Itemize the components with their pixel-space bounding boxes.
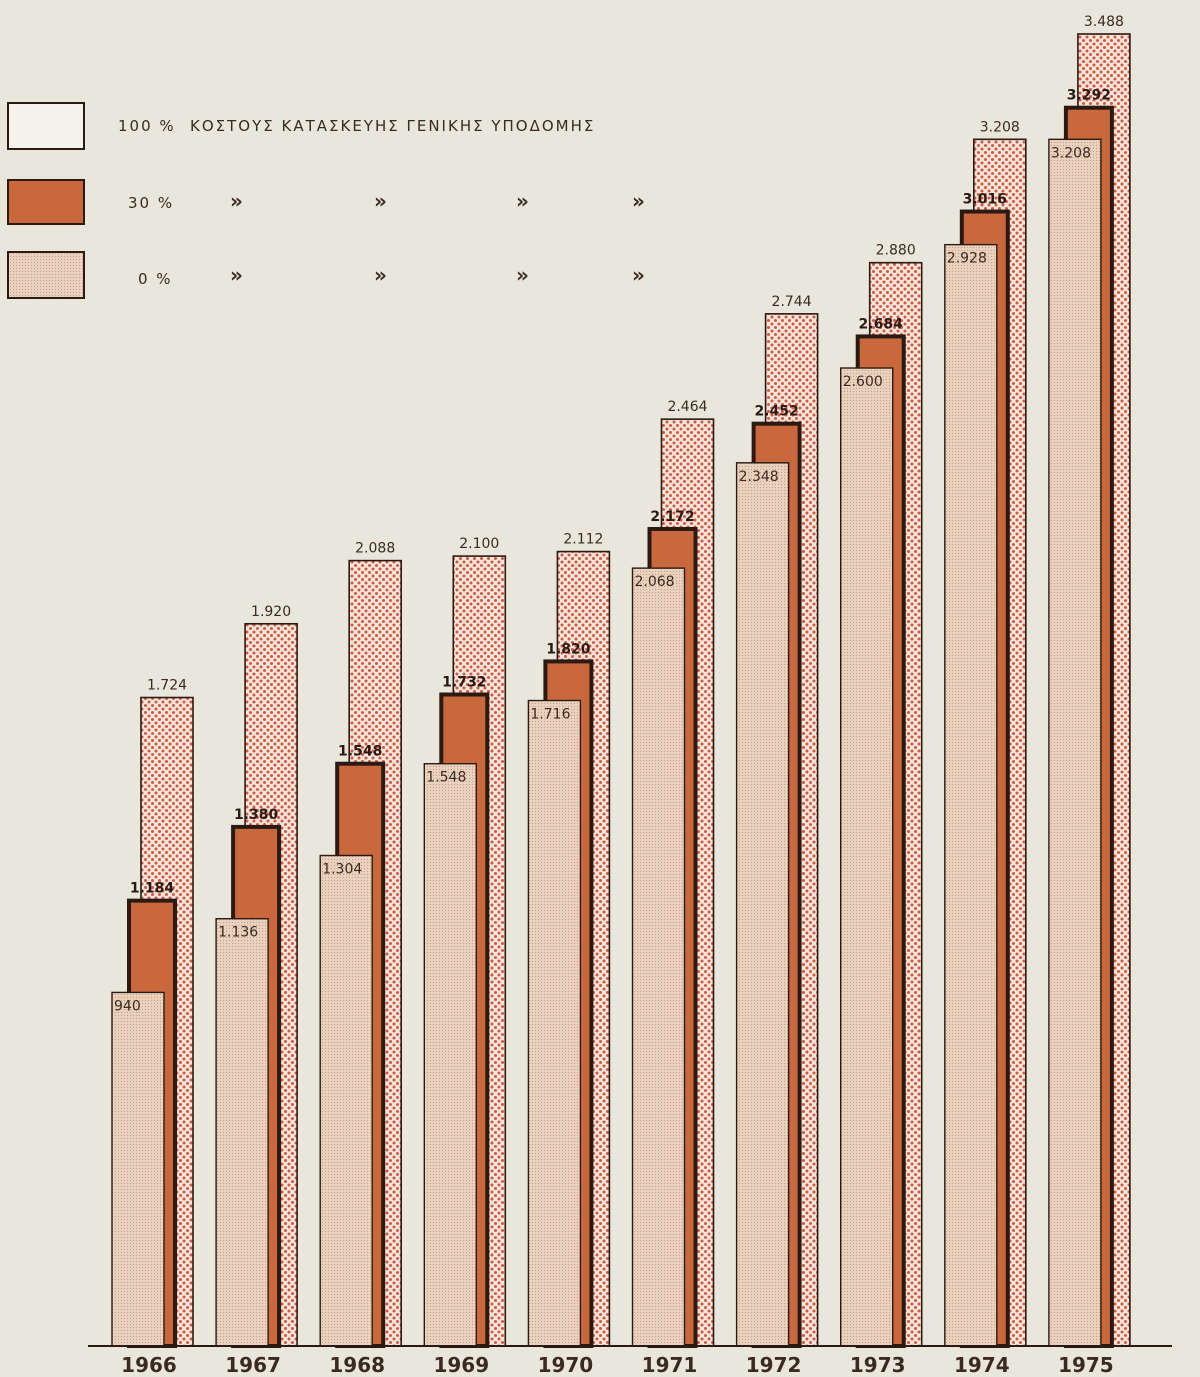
value-label-0pct: 3.488 (1084, 14, 1124, 30)
value-label-0pct: 2.112 (563, 532, 603, 548)
legend-swatch-0 (7, 251, 85, 299)
ditto-mark: » (516, 263, 529, 287)
ditto-mark: » (230, 189, 243, 213)
value-label-0pct: 2.880 (876, 243, 916, 259)
value-label-100pct: 940 (114, 998, 141, 1014)
bar-group-1967 (215, 622, 298, 1348)
legend-swatch-100 (7, 102, 85, 150)
bar-100pct-1970 (527, 699, 582, 1347)
x-tick-label: 1968 (329, 1353, 385, 1377)
legend-percent-30: 30 % (128, 194, 174, 212)
bar-100pct-1968 (319, 854, 373, 1347)
bar-group-1966 (111, 696, 194, 1348)
x-tick-label: 1970 (538, 1353, 594, 1377)
value-label-30pct: 1.380 (234, 807, 279, 823)
value-label-100pct: 3.208 (1051, 145, 1091, 161)
legend: 100 % ΚΟΣΤΟΥΣ ΚΑΤΑΣΚΕΥΗΣ ΓΕΝΙΚΗΣ ΥΠΟΔΟΜΗ… (7, 102, 645, 299)
ditto-mark: » (632, 189, 645, 213)
legend-item-30: 30 % » » » » (7, 179, 645, 225)
value-label-100pct: 1.548 (426, 770, 466, 786)
bar-100pct-1974 (944, 243, 998, 1347)
bar-100pct-1969 (423, 763, 477, 1347)
x-tick-label: 1969 (433, 1353, 489, 1377)
value-label-100pct: 1.716 (530, 707, 570, 723)
x-tick-label: 1971 (642, 1353, 698, 1377)
value-label-0pct: 1.920 (251, 604, 291, 620)
legend-swatch-30 (7, 179, 85, 225)
value-label-30pct: 2.684 (859, 316, 904, 332)
bar-group-1973 (840, 261, 923, 1349)
ditto-mark: » (516, 189, 529, 213)
bar-100pct-1973 (840, 367, 894, 1347)
bar-100pct-1975 (1048, 138, 1102, 1347)
value-label-100pct: 2.348 (739, 469, 779, 485)
bar-100pct-1971 (631, 567, 686, 1347)
x-tick-label: 1975 (1058, 1353, 1114, 1377)
value-label-0pct: 3.208 (980, 119, 1020, 135)
bar-100pct-1967 (215, 917, 269, 1347)
bar-group-1972 (735, 313, 819, 1349)
value-label-100pct: 2.068 (635, 574, 675, 590)
bars (111, 33, 1131, 1349)
x-tick-label: 1966 (121, 1353, 177, 1377)
bar-100pct-1972 (735, 462, 790, 1347)
value-label-0pct: 1.724 (147, 678, 187, 694)
value-label-30pct: 1.184 (130, 881, 175, 897)
bar-group-1974 (944, 138, 1027, 1349)
bar-group-1970 (527, 550, 611, 1348)
legend-percent-100: 100 % (118, 117, 176, 135)
legend-item-100: 100 % ΚΟΣΤΟΥΣ ΚΑΤΑΣΚΕΥΗΣ ΓΕΝΙΚΗΣ ΥΠΟΔΟΜΗ… (7, 102, 595, 150)
value-label-0pct: 2.100 (459, 536, 499, 552)
value-label-30pct: 3.016 (963, 192, 1007, 208)
ditto-mark: » (632, 263, 645, 287)
value-label-0pct: 2.464 (667, 399, 707, 415)
value-label-30pct: 1.548 (338, 744, 382, 760)
value-label-30pct: 2.172 (650, 509, 694, 525)
value-label-100pct: 2.928 (947, 251, 987, 267)
value-label-0pct: 2.744 (772, 294, 812, 310)
value-label-100pct: 1.136 (218, 925, 258, 941)
value-label-30pct: 3.292 (1067, 88, 1111, 104)
x-tick-label: 1974 (954, 1353, 1010, 1377)
bar-group-1971 (631, 418, 715, 1348)
bar-100pct-1966 (111, 991, 165, 1347)
value-label-0pct: 2.088 (355, 541, 395, 557)
ditto-mark: » (374, 189, 387, 213)
value-label-30pct: 2.452 (754, 404, 798, 420)
value-label-100pct: 1.304 (322, 862, 362, 878)
value-label-30pct: 1.732 (442, 675, 486, 691)
ditto-mark: » (374, 263, 387, 287)
x-tick-label: 1967 (225, 1353, 281, 1377)
value-label-100pct: 2.600 (843, 374, 883, 390)
x-tick-label: 1973 (850, 1353, 906, 1377)
bar-group-1968 (319, 559, 403, 1348)
value-label-30pct: 1.820 (546, 641, 591, 657)
legend-percent-0: 0 % (138, 270, 173, 288)
legend-text-100: ΚΟΣΤΟΥΣ ΚΑΤΑΣΚΕΥΗΣ ΓΕΝΙΚΗΣ ΥΠΟΔΟΜΗΣ (190, 117, 595, 135)
labels: 1.724 1.184 940 1966 1.920 1.380 1.136 1967 2.08… (114, 14, 1124, 1377)
ditto-mark: » (230, 263, 243, 287)
x-tick-label: 1972 (746, 1353, 802, 1377)
legend-item-0: 0 % » » » » (7, 251, 645, 299)
bar-group-1975 (1048, 33, 1131, 1349)
